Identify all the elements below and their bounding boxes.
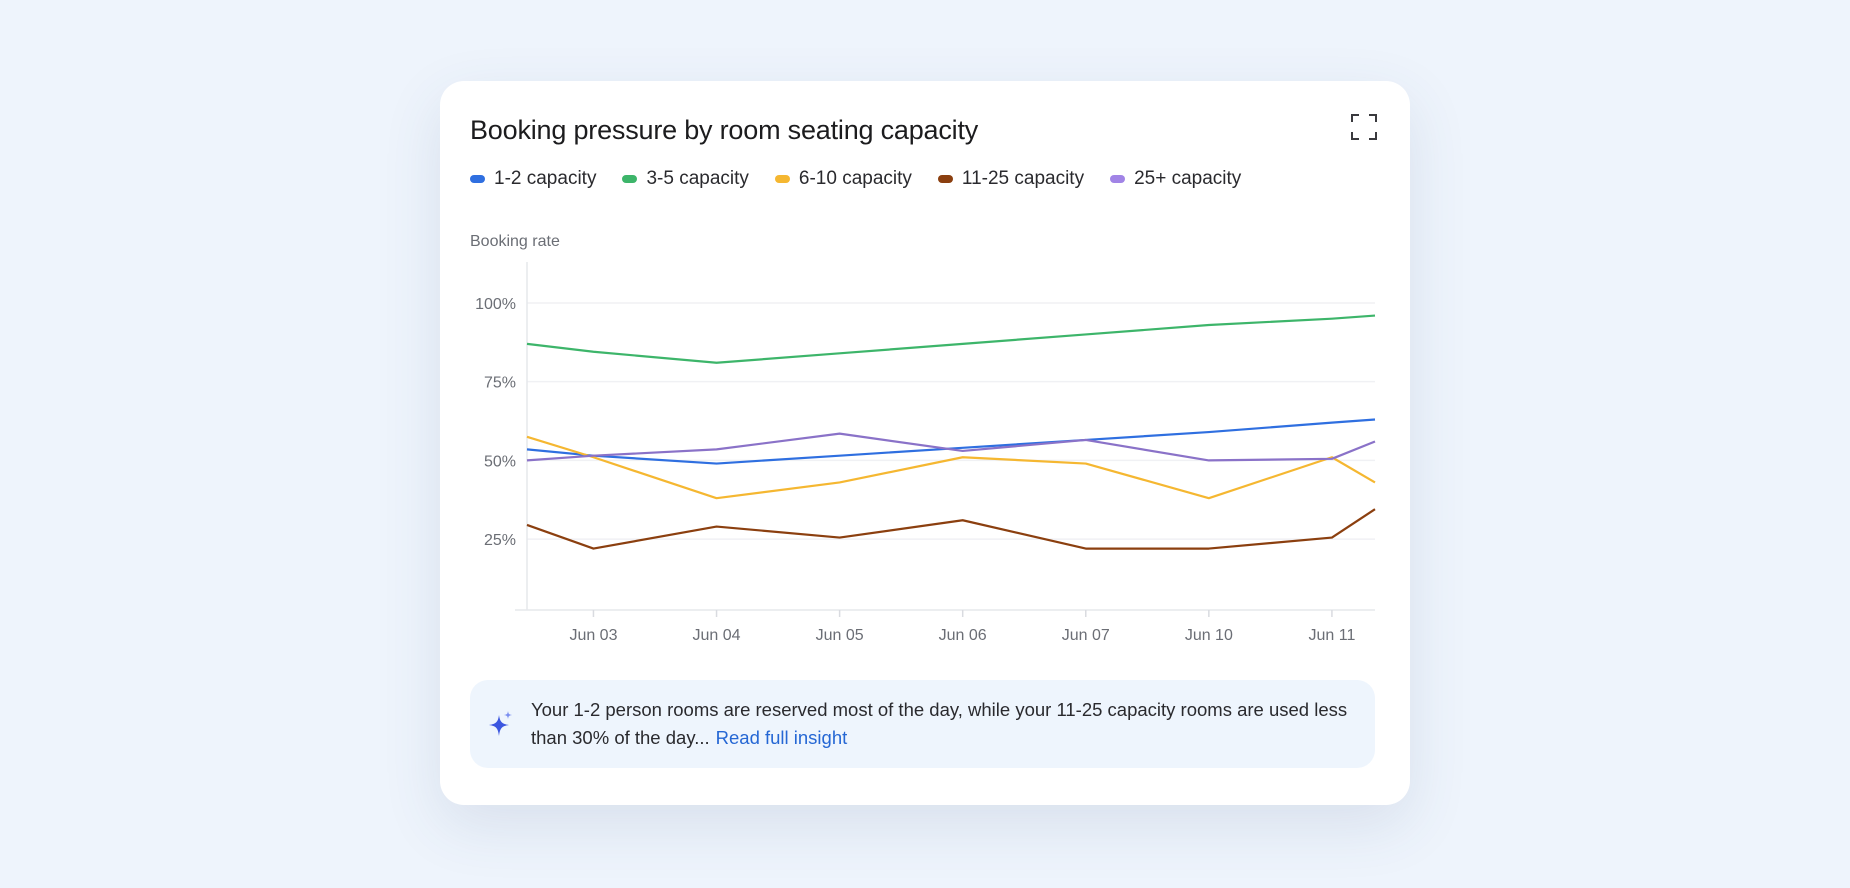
x-tick-label: Jun 03 [569, 627, 617, 644]
y-tick-label: 25% [484, 532, 516, 549]
chart-title: Booking pressure by room seating capacit… [470, 115, 979, 145]
series-line-3-5-capacity [526, 314, 1376, 364]
series-line-6-10-capacity [526, 435, 1376, 500]
x-tick-label: Jun 07 [1062, 627, 1110, 644]
line-chart: 25% 50% 75% 100% Jun 03 Jun 04 Jun 05 Jun 06 Jun… [475, 262, 1376, 644]
legend-swatch [470, 175, 485, 183]
legend-item-11-25[interactable]: 11-25 capacity [937, 168, 1085, 190]
y-tick-label: 50% [484, 453, 516, 470]
expand-icon[interactable] [1351, 114, 1377, 140]
legend-item-1-2[interactable]: 1-2 capacity [470, 168, 596, 190]
series-line-25-capacity [526, 432, 1376, 462]
insight-summary: Your 1-2 person rooms are reserved most … [531, 699, 1348, 748]
legend-item-25-plus[interactable]: 25+ capacity [1110, 168, 1241, 190]
legend-swatch [1110, 175, 1126, 183]
legend-swatch [622, 175, 638, 183]
legend-label: 11-25 capacity [961, 168, 1085, 189]
legend-label: 25+ capacity [1134, 168, 1242, 189]
legend-label: 6-10 capacity [798, 168, 912, 189]
y-tick-label: 100% [475, 296, 516, 313]
chart-card: Booking pressure by room seating capacit… [440, 81, 1410, 805]
x-tick-label: Jun 10 [1185, 627, 1233, 644]
legend-label: 3-5 capacity [646, 168, 749, 189]
legend-item-3-5[interactable]: 3-5 capacity [622, 168, 749, 190]
x-tick-label: Jun 05 [816, 627, 864, 644]
chart-legend: 1-2 capacity 3-5 capacity 6-10 capacity … [470, 168, 1241, 190]
x-tick-label: Jun 06 [939, 627, 987, 644]
legend-label: 1-2 capacity [494, 168, 597, 189]
y-tick-label: 75% [484, 375, 516, 392]
insight-box: Your 1-2 person rooms are reserved most … [470, 680, 1375, 768]
legend-swatch [937, 175, 953, 183]
legend-swatch [774, 175, 790, 183]
legend-item-6-10[interactable]: 6-10 capacity [774, 168, 912, 190]
series-line-1-2-capacity [526, 418, 1376, 465]
series-line-11-25-capacity [526, 508, 1376, 550]
insight-text: Your 1-2 person rooms are reserved most … [531, 696, 1361, 752]
y-axis-label: Booking rate [470, 233, 560, 250]
x-tick-label: Jun 11 [1308, 627, 1355, 644]
x-tick-label: Jun 04 [693, 627, 741, 644]
sparkle-icon [488, 710, 514, 738]
read-full-insight-link[interactable]: Read full insight [715, 727, 848, 748]
